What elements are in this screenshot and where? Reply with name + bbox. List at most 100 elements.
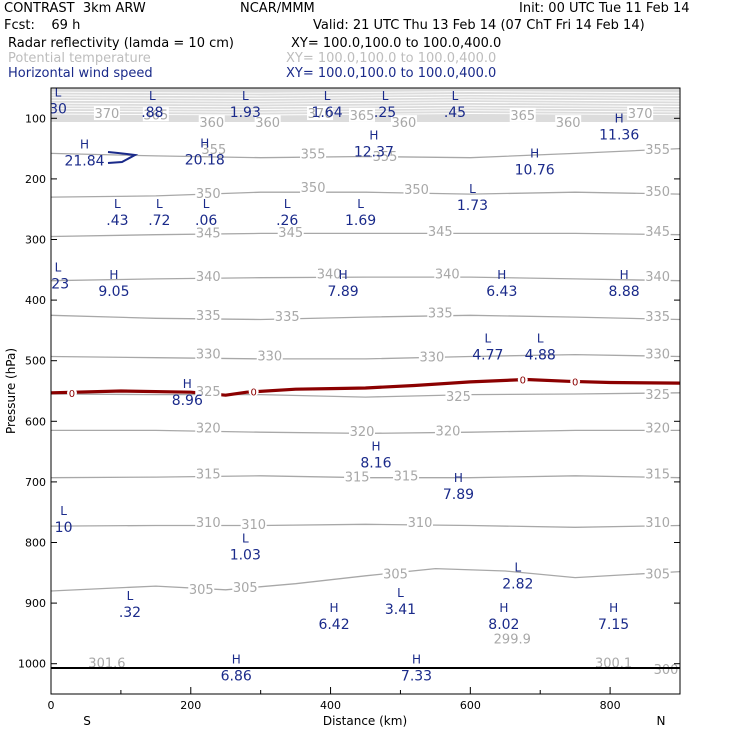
wind-extremum-marker: L <box>357 197 364 211</box>
wind-extremum-marker: L <box>55 85 62 99</box>
plot-frame <box>50 87 681 695</box>
header-org: NCAR/MMM <box>240 1 315 16</box>
theta-label-bg <box>644 515 671 530</box>
x-end-label-south: S <box>83 714 91 728</box>
wind-extremum-marker: L <box>382 89 389 103</box>
theta-label-bg <box>195 466 222 481</box>
wind-extremum-value: .23 <box>47 277 69 293</box>
header-fcst: Fcst: 69 h <box>4 18 81 33</box>
y-tick-label: 200 <box>25 173 46 186</box>
zero-contour-label-bg <box>570 376 581 386</box>
theta-label: 370 <box>94 107 119 122</box>
theta-label: 335 <box>275 310 300 325</box>
theta-label-bg <box>307 106 334 121</box>
stratosphere-theta-line <box>51 91 680 94</box>
theta-label: 340 <box>196 270 221 285</box>
theta-label: 360 <box>199 116 224 131</box>
theta-label: 305 <box>233 581 258 596</box>
y-tick-label: 1000 <box>18 658 46 671</box>
theta-label-bg <box>644 269 671 284</box>
wind-extremum-marker: H <box>80 138 89 152</box>
theta-label-bg <box>434 423 461 438</box>
y-axis-title: Pressure (hPa) <box>4 348 18 434</box>
theta-label: 350 <box>301 181 326 196</box>
zero-contour-label: 0 <box>69 389 75 400</box>
theta-label-bg <box>195 346 222 361</box>
wind-extremum-marker: L <box>242 89 249 103</box>
theta-label: 320 <box>645 422 670 437</box>
theta-contour-305 <box>51 567 680 592</box>
theta-label: 301.6 <box>88 657 125 672</box>
x-tick-label: 200 <box>180 699 201 712</box>
theta-label: 310 <box>196 516 221 531</box>
x-tick-label: 400 <box>320 699 341 712</box>
theta-label-bg <box>188 581 215 596</box>
wind-extremum-marker: H <box>232 653 241 667</box>
theta-label-bg <box>434 266 461 281</box>
theta-label: 315 <box>345 471 370 486</box>
wind-extremum-marker: H <box>330 601 339 615</box>
theta-contour-325 <box>51 392 680 398</box>
y-tick-label: 100 <box>25 112 46 125</box>
theta-labels: 370 365 360 360 370 365 360 365 360 370 355 355 355 3… <box>85 106 680 678</box>
theta-label-bg <box>555 115 582 130</box>
theta-label-bg <box>277 224 304 239</box>
field-name-theta: Potential temperature <box>8 51 151 66</box>
wind-extremum-value: 8.88 <box>609 284 640 300</box>
theta-label-bg <box>372 149 399 164</box>
zero-contour-label: 0 <box>520 375 526 386</box>
wind-extremum-value: 8.16 <box>360 455 391 471</box>
stratosphere-theta-line <box>51 104 680 108</box>
theta-label-bg <box>93 106 120 121</box>
theta-label: 310 <box>645 516 670 531</box>
theta-label: 315 <box>645 468 670 483</box>
x-tick-label: 800 <box>600 699 621 712</box>
x-axis: 0 200 400 600 800 <box>48 687 681 712</box>
theta-label-bg <box>644 141 671 156</box>
theta-label: 355 <box>201 143 226 158</box>
wind-extremum-value: 7.89 <box>328 284 359 300</box>
theta-label: 315 <box>196 468 221 483</box>
theta-label: 315 <box>394 469 419 484</box>
wind-extremum-value: .32 <box>119 605 141 621</box>
wind-extremum-value: 6.86 <box>221 669 252 685</box>
theta-label: 365 <box>143 108 168 123</box>
theta-label: 355 <box>301 148 326 163</box>
y-tick-label: 600 <box>25 415 46 428</box>
stratosphere-theta-line <box>51 99 680 102</box>
theta-label-bg <box>393 468 420 483</box>
theta-label-bg <box>427 305 454 320</box>
zero-contour-label-bg <box>66 388 77 398</box>
theta-label: 345 <box>196 226 221 241</box>
wind-extremum-value: .25 <box>374 105 396 121</box>
theta-label: 330 <box>645 348 670 363</box>
theta-label-bg <box>195 307 222 322</box>
theta-label-bg <box>491 631 534 646</box>
theta-label: 340 <box>317 268 342 283</box>
wind-extremum-value: .72 <box>148 213 170 229</box>
theta-label: 340 <box>645 270 670 285</box>
header-model: CONTRAST 3km ARW <box>4 1 146 16</box>
wind-extremum-marker: H <box>530 147 539 161</box>
zero-contour-label-bg <box>248 387 259 397</box>
wind-extremum-marker: H <box>454 471 463 485</box>
theta-label-bg <box>274 309 301 324</box>
wind-extremum-value: .43 <box>106 213 128 229</box>
theta-label: 299.9 <box>494 632 531 647</box>
wind-extremum-value: 4.88 <box>525 348 556 364</box>
wind-extremum-marker: H <box>339 268 348 282</box>
zero-contour-label-bg <box>517 374 528 384</box>
wind-extremum-marker: L <box>515 561 522 575</box>
wind-extremum-value: 3.41 <box>385 602 416 618</box>
wind-extremum-marker: H <box>609 601 618 615</box>
theta-label: 300 <box>654 663 679 678</box>
theta-label: 365 <box>350 109 375 124</box>
wind-extremum-value: 10 <box>55 520 73 536</box>
theta-label: 320 <box>196 422 221 437</box>
wind-extremum-marker: H <box>615 112 624 126</box>
theta-label: 350 <box>404 183 429 198</box>
wind-extremum-marker: H <box>499 601 508 615</box>
wind-extremum-value: .06 <box>195 213 217 229</box>
theta-label: 335 <box>196 309 221 324</box>
stratosphere-theta-line <box>51 102 680 105</box>
